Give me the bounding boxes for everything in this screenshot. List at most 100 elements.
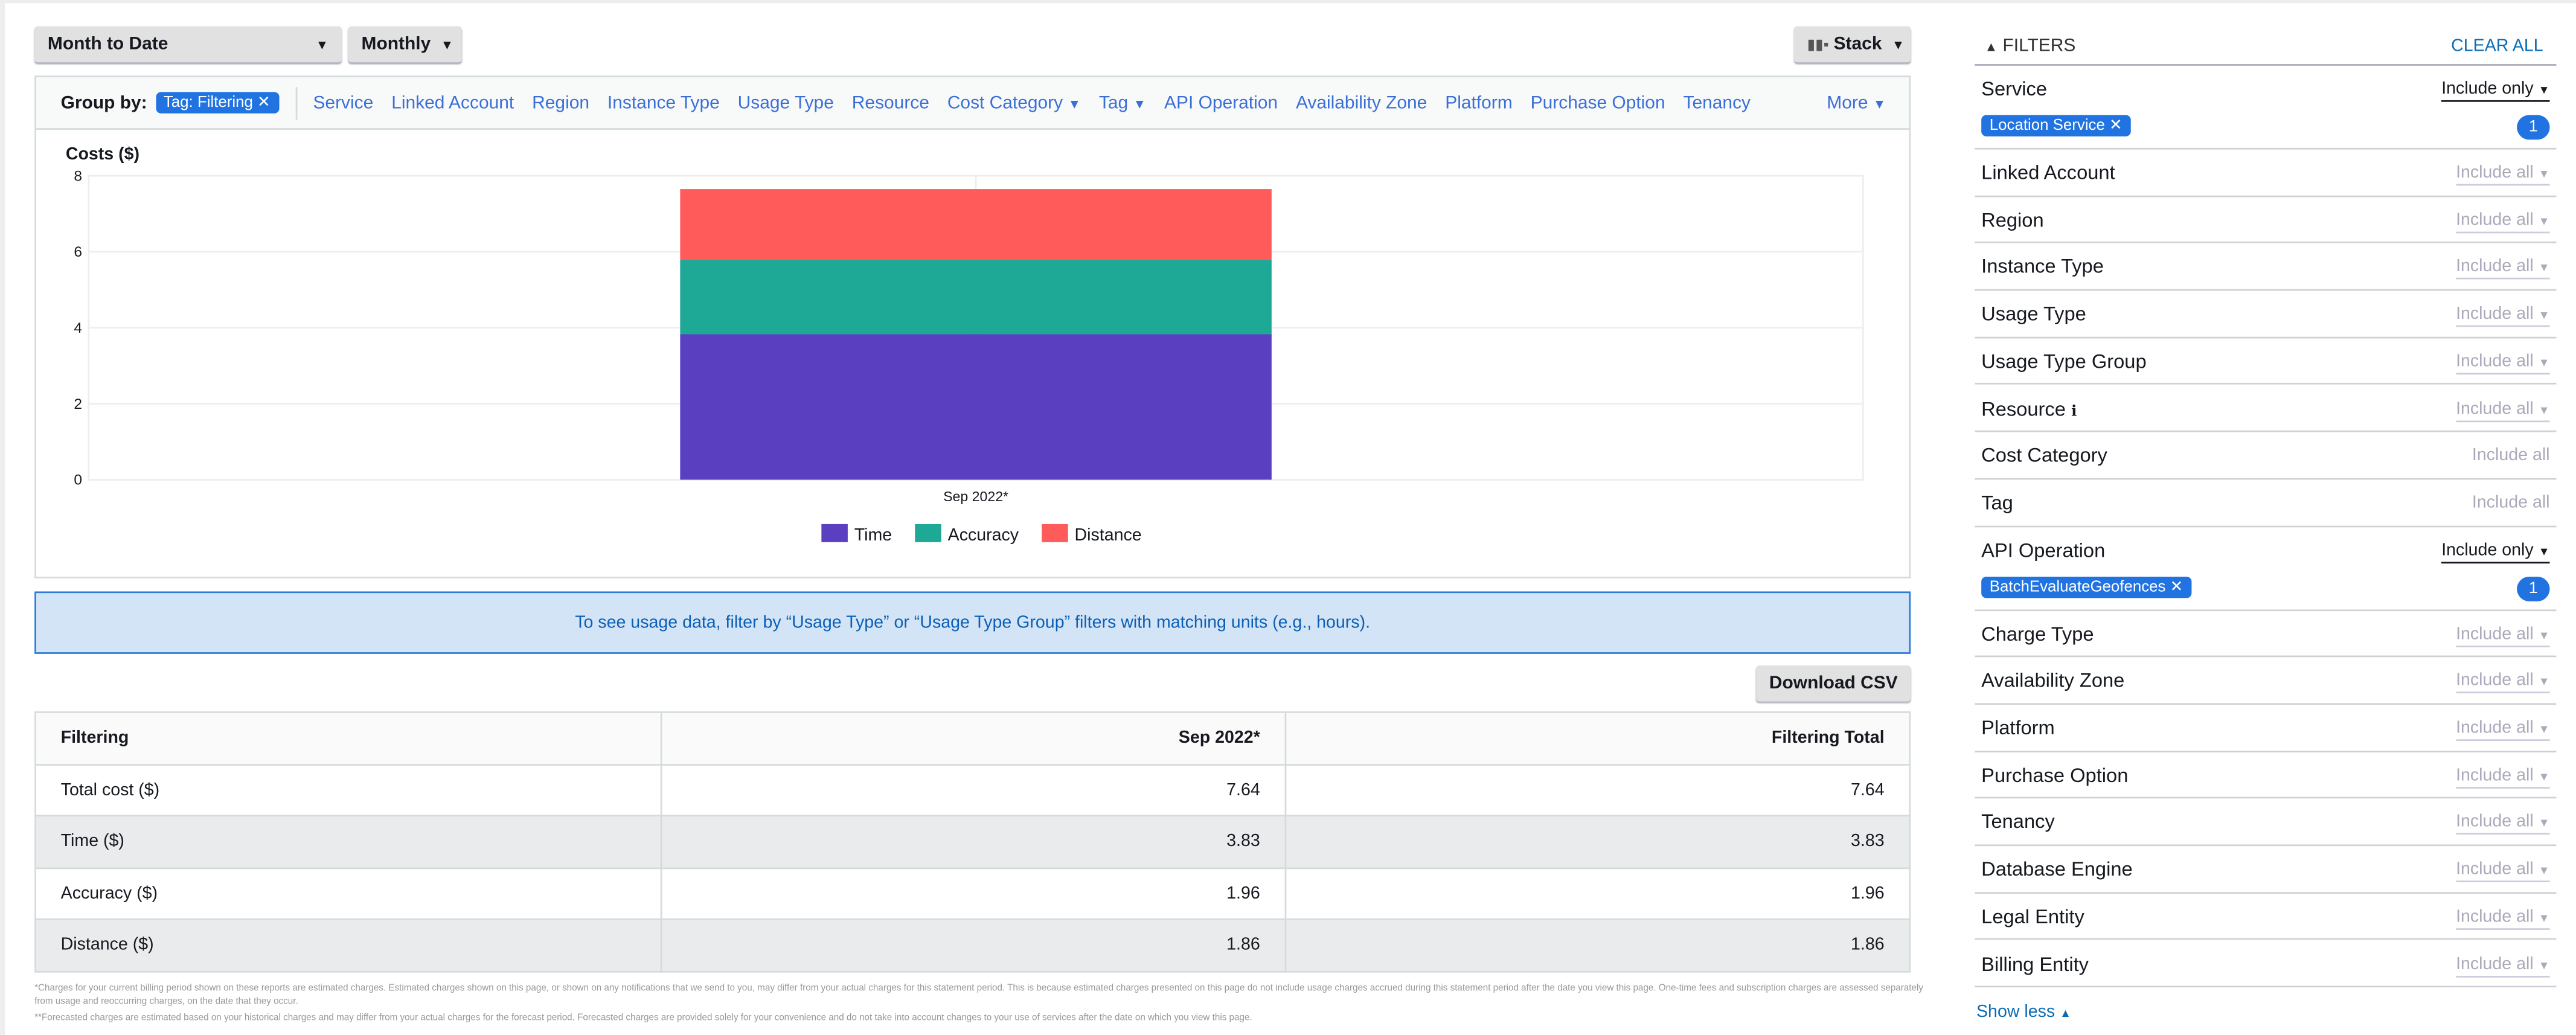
filter-name: Platform	[1981, 716, 2055, 739]
legend-label: Accuracy	[948, 525, 1019, 545]
filter-label: Database Engine	[1981, 857, 2133, 881]
chart-style-label: Stack	[1833, 34, 1882, 54]
group-by-option[interactable]: Resource	[852, 93, 929, 113]
filter-label: Linked Account	[1981, 161, 2115, 184]
filter-mode-dropdown[interactable]: Include all ▼	[2456, 718, 2550, 742]
filter-region: Region Include all ▼	[1975, 197, 2557, 244]
caret-down-icon: ▼	[1133, 96, 1147, 111]
group-by-option[interactable]: Usage Type	[738, 93, 834, 113]
filter-mode: Include all	[2456, 623, 2534, 644]
group-by-option[interactable]: Purchase Option	[1531, 93, 1665, 113]
filter-cost-category: Cost Category Include all	[1975, 432, 2557, 480]
chart-style-dropdown[interactable]: ▮▮▪ Stack ▼	[1794, 26, 1911, 63]
group-by-option[interactable]: Service	[313, 93, 373, 113]
option-label: Tenancy	[1683, 92, 1751, 113]
filter-mode-dropdown[interactable]: Include all ▼	[2456, 671, 2550, 694]
download-csv-button[interactable]: Download CSV	[1756, 665, 1911, 702]
group-by-chip[interactable]: Tag: Filtering ✕	[155, 92, 279, 114]
caret-down-icon: ▼	[2538, 866, 2550, 878]
clear-all-button[interactable]: CLEAR ALL	[2451, 36, 2543, 56]
filter-mode: Include all	[2456, 210, 2534, 230]
group-by-option[interactable]: API Operation	[1164, 93, 1278, 113]
group-by-bar: Group by: Tag: Filtering ✕ Service Linked…	[34, 75, 1911, 130]
filter-label: Instance Type	[1981, 255, 2104, 278]
caret-down-icon: ▼	[2538, 310, 2550, 322]
group-by-option[interactable]: Instance Type	[607, 93, 720, 113]
caret-up-icon: ▲	[2060, 1009, 2072, 1021]
group-by-option[interactable]: Tenancy	[1684, 93, 1751, 113]
group-by-more[interactable]: More ▼	[1814, 93, 1886, 113]
group-by-option[interactable]: Linked Account	[391, 93, 514, 113]
y-tick-label: 4	[74, 320, 82, 336]
filter-api-operation: API Operation Include only ▼ BatchEvaluate…	[1975, 527, 2557, 610]
filter-mode-dropdown[interactable]: Include all ▼	[2456, 257, 2550, 280]
group-by-option[interactable]: Region	[532, 93, 589, 113]
option-label: Tag	[1098, 92, 1129, 113]
filter-mode-dropdown[interactable]: Include all ▼	[2456, 906, 2550, 930]
caret-down-icon: ▼	[2538, 630, 2550, 642]
cost-table: Filtering Sep 2022* Filtering Total Total …	[34, 711, 1911, 972]
date-range-dropdown[interactable]: Month to Date ▼	[34, 26, 342, 63]
filter-name: Resource ℹ	[1981, 397, 2077, 420]
caret-down-icon: ▼	[2538, 913, 2550, 925]
y-axis-title: Costs ($)	[66, 144, 139, 164]
group-by-option[interactable]: Availability Zone	[1296, 93, 1427, 113]
more-label: More	[1827, 92, 1868, 113]
filter-mode: Include all	[2456, 812, 2534, 832]
filter-chip[interactable]: BatchEvaluateGeofences ✕	[1981, 575, 2191, 598]
filter-mode-dropdown[interactable]: Include all ▼	[2456, 304, 2550, 327]
caret-down-icon: ▼	[1873, 96, 1886, 111]
filter-mode-dropdown[interactable]: Include all ▼	[2456, 162, 2550, 186]
count-badge: 1	[2517, 575, 2550, 601]
filter-label: Availability Zone	[1981, 669, 2125, 693]
filter-label: Purchase Option	[1981, 763, 2129, 787]
filter-mode-dropdown[interactable]: Include all ▼	[2456, 210, 2550, 233]
filter-mode-dropdown[interactable]: Include only ▼	[2441, 540, 2550, 563]
caret-down-icon: ▼	[315, 37, 329, 52]
filter-name: Tag	[1981, 491, 2013, 514]
date-range-label: Month to Date	[47, 34, 168, 54]
option-label: Availability Zone	[1295, 92, 1427, 113]
group-by-option[interactable]: Tag ▼	[1099, 93, 1146, 113]
filter-name: Cost Category	[1981, 444, 2107, 467]
column-header: Filtering	[34, 711, 662, 765]
filter-label: Cost Category	[1981, 444, 2107, 467]
group-by-option[interactable]: Platform	[1445, 93, 1512, 113]
bar-segment-time	[680, 334, 1272, 480]
close-icon[interactable]: ✕	[257, 94, 271, 112]
filter-label: Service	[1981, 77, 2048, 100]
filter-mode-dropdown[interactable]: Include all ▼	[2456, 812, 2550, 836]
filter-chip[interactable]: Location Service ✕	[1981, 115, 2131, 136]
granularity-dropdown[interactable]: Monthly ▼	[348, 26, 462, 63]
filter-mode-dropdown[interactable]: Include all ▼	[2456, 623, 2550, 647]
legend-swatch	[1042, 524, 1068, 542]
filter-resource: Resource ℹ Include all ▼	[1975, 385, 2557, 433]
footnote-forecast: **Forecasted charges are estimated based…	[34, 1013, 1252, 1024]
info-icon[interactable]: ℹ	[2071, 402, 2077, 418]
filter-mode-dropdown[interactable]: Include all ▼	[2456, 859, 2550, 883]
caret-down-icon: ▼	[2538, 960, 2550, 972]
option-label: Region	[532, 92, 590, 113]
legend-label: Time	[854, 525, 892, 545]
filter-mode-dropdown[interactable]: Include all ▼	[2456, 351, 2550, 374]
filter-name: Instance Type	[1981, 255, 2104, 278]
filter-mode-dropdown[interactable]: Include all ▼	[2456, 399, 2550, 421]
filter-name: Legal Entity	[1981, 905, 2084, 928]
filter-usage-type: Usage Type Include all ▼	[1975, 291, 2557, 338]
filter-label: Billing Entity	[1981, 952, 2089, 975]
group-by-option[interactable]: Cost Category ▼	[947, 93, 1081, 113]
filter-linked-account: Linked Account Include all ▼	[1975, 150, 2557, 197]
bar-segment-accuracy	[680, 260, 1272, 335]
filter-mode-dropdown[interactable]: Include only ▼	[2441, 79, 2550, 102]
close-icon[interactable]: ✕	[2109, 117, 2123, 135]
filter-name: Billing Entity	[1981, 952, 2089, 975]
filter-mode: Include all	[2456, 304, 2534, 324]
caret-down-icon: ▼	[2538, 724, 2550, 736]
filters-toggle[interactable]: ▲ FILTERS	[1985, 36, 2076, 56]
close-icon[interactable]: ✕	[2170, 577, 2184, 596]
filters-title: FILTERS	[2002, 36, 2076, 56]
filter-mode-dropdown[interactable]: Include all ▼	[2456, 953, 2550, 977]
filter-mode-dropdown[interactable]: Include all ▼	[2456, 765, 2550, 789]
info-message: To see usage data, filter by “Usage Type…	[575, 612, 1371, 633]
show-less-button[interactable]: Show less ▲	[1976, 1002, 2071, 1022]
